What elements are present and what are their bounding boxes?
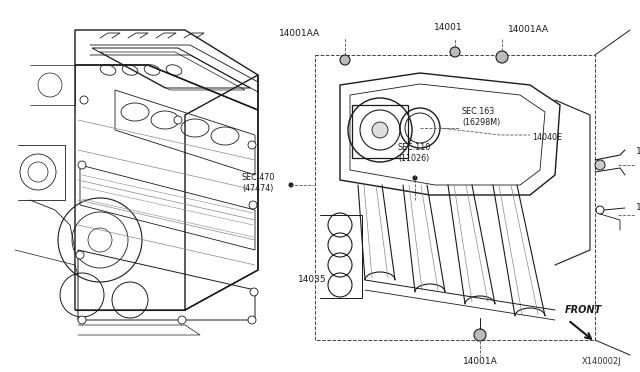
Circle shape (450, 47, 460, 57)
Circle shape (78, 161, 86, 169)
Circle shape (248, 141, 256, 149)
Text: 14001A: 14001A (463, 357, 497, 366)
Circle shape (248, 316, 256, 324)
Circle shape (249, 201, 257, 209)
Text: 14040E: 14040E (532, 134, 562, 142)
Text: (16298M): (16298M) (462, 118, 500, 126)
Text: 14002BA: 14002BA (636, 148, 640, 157)
Text: (47474): (47474) (242, 183, 273, 192)
Circle shape (78, 316, 86, 324)
Circle shape (250, 288, 258, 296)
Text: 14001: 14001 (434, 23, 462, 32)
Text: (11026): (11026) (398, 154, 429, 163)
Circle shape (289, 183, 294, 187)
Circle shape (340, 55, 350, 65)
Circle shape (474, 329, 486, 341)
Text: 14001AA: 14001AA (508, 26, 549, 35)
Circle shape (178, 316, 186, 324)
Text: SEC.470: SEC.470 (242, 173, 275, 183)
Text: X140002J: X140002J (582, 357, 621, 366)
Text: 14001AA: 14001AA (279, 29, 320, 38)
Circle shape (80, 96, 88, 104)
Circle shape (496, 51, 508, 63)
Circle shape (174, 116, 182, 124)
Text: 14035: 14035 (298, 276, 326, 285)
Circle shape (76, 251, 84, 259)
Text: SEC.163: SEC.163 (462, 108, 495, 116)
Text: 14930W: 14930W (636, 203, 640, 212)
Text: FRONT: FRONT (565, 305, 602, 315)
Circle shape (413, 176, 417, 180)
Circle shape (372, 122, 388, 138)
Text: SEC.110: SEC.110 (398, 144, 431, 153)
Circle shape (595, 160, 605, 170)
